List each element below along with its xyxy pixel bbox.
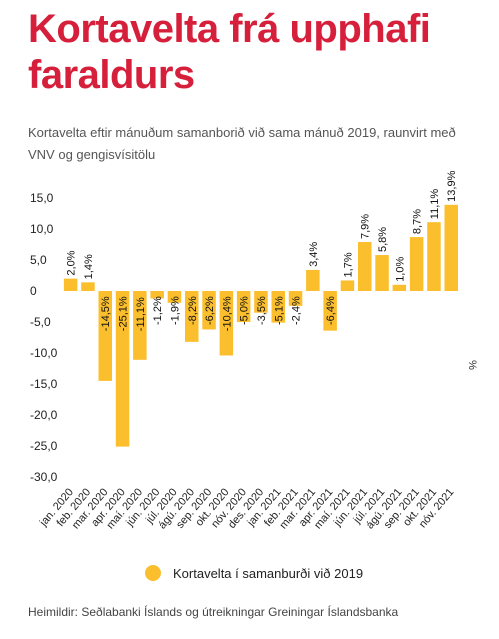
y-tick-label: -20,0 [30,408,58,422]
bar [409,237,424,291]
bar [288,291,303,306]
chart-subtitle: Kortavelta eftir mánuðum samanborið við … [28,125,456,162]
bar [236,291,251,322]
data-label: 8,7% [412,209,424,234]
bar [150,291,164,299]
y-tick-label: -25,0 [30,439,58,453]
data-label: -5,1% [273,296,285,325]
bar [358,242,372,291]
data-label: -1,2% [152,296,164,325]
bar [185,291,199,342]
bar [167,291,182,303]
data-label: -5,0% [239,296,251,325]
y-tick-label: 10,0 [30,222,54,236]
legend-label: Kortavelta í samanburði við 2019 [173,565,364,581]
bar [81,282,95,291]
data-label: 1,0% [394,257,406,282]
y-tick-label: -5,0 [30,315,51,329]
bar [219,291,234,356]
bar [375,255,389,291]
bar [306,269,320,291]
data-label: -25,1% [118,296,130,331]
legend-swatch [145,565,161,581]
y-axis-unit-label: % [465,360,478,370]
data-label: -1,9% [169,296,181,325]
data-label: 11,1% [429,189,441,220]
data-label: 5,8% [377,227,389,252]
bar [133,291,147,360]
bar [115,291,130,447]
bar [98,291,112,381]
data-label: 1,7% [342,252,354,277]
data-label: 1,4% [83,254,95,279]
bar [202,291,216,330]
data-label: 2,0% [66,250,78,275]
data-label: 3,4% [308,242,320,267]
bar [427,222,441,291]
bar [392,284,407,291]
y-tick-label: -10,0 [30,346,58,360]
y-tick-label: -15,0 [30,377,58,391]
bar [254,291,268,313]
data-label: -6,4% [325,296,337,325]
chart-legend: Kortavelta í samanburði við 2019 [145,565,363,581]
bar [271,291,285,323]
data-label: -6,2% [204,296,216,325]
bar [323,291,337,331]
y-tick-label: 0 [30,284,37,298]
bar [340,280,355,291]
source-note: Heimildir: Seðlabanki Íslands og útreikn… [28,605,399,619]
data-label: -14,5% [100,296,112,331]
y-tick-label: -30,0 [30,470,58,484]
bar-chart: 15,0 10,0 5,0 0 -5,0 -10,0 -15,0 -20,0 -25,0 -30,… [30,170,458,531]
y-tick-label: 5,0 [30,253,47,267]
chart-title: Kortavelta frá upphafi faraldurs [28,7,431,97]
data-label: 13,9% [446,170,458,201]
bar [444,204,458,291]
data-label: -11,1% [135,297,147,331]
data-label: -10,4% [221,296,233,331]
bar [63,278,78,291]
data-label: -8,2% [187,296,199,325]
y-tick-label: 15,0 [30,191,54,205]
data-label: 7,9% [360,214,372,239]
data-label: -3,5% [256,296,268,325]
data-label: -2,4% [291,296,303,325]
